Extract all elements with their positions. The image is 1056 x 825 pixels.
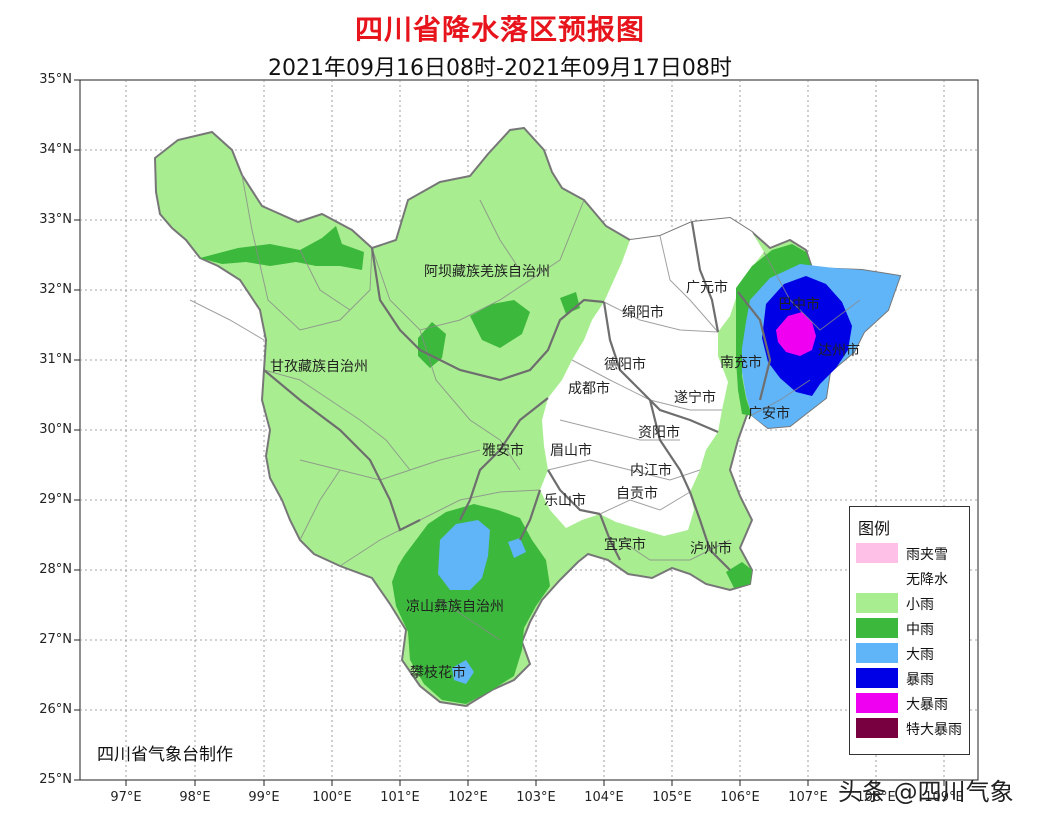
legend-label: 特大暴雨 <box>906 722 962 738</box>
y-tick-label: 30°N <box>39 422 72 437</box>
legend-label: 大暴雨 <box>906 697 948 713</box>
city-label: 德阳市 <box>604 357 646 373</box>
city-label: 资阳市 <box>638 425 680 441</box>
legend-label: 大雨 <box>906 647 934 663</box>
city-label: 达州市 <box>818 343 860 359</box>
issuer-label: 四川省气象台制作 <box>97 745 233 765</box>
legend-title: 图例 <box>858 519 891 538</box>
city-label: 内江市 <box>630 463 672 479</box>
y-tick-label: 25°N <box>39 772 72 787</box>
region-label-ganzi: 甘孜藏族自治州 <box>270 359 368 375</box>
legend-swatch <box>856 668 898 688</box>
legend-item: 特大暴雨 <box>856 716 968 738</box>
city-label: 绵阳市 <box>622 305 664 321</box>
y-tick-label: 27°N <box>39 632 72 647</box>
legend-label: 雨夹雪 <box>906 547 948 563</box>
legend-swatch <box>856 568 898 588</box>
y-tick-label: 29°N <box>39 492 72 507</box>
legend-item: 小雨 <box>856 591 968 613</box>
city-label: 眉山市 <box>550 443 592 459</box>
legend-swatch <box>856 593 898 613</box>
map-subtitle: 2021年09月16日08时-2021年09月17日08时 <box>268 56 732 81</box>
map-title: 四川省降水落区预报图 <box>354 13 645 46</box>
moderate-rain-areas <box>200 226 812 704</box>
city-label: 自贡市 <box>616 486 658 502</box>
legend-swatch <box>856 693 898 713</box>
x-tick-label: 105°E <box>652 790 692 805</box>
legend-item: 暴雨 <box>856 666 968 688</box>
region-label-liangshan: 凉山彝族自治州 <box>406 599 504 615</box>
legend-label: 无降水 <box>906 572 948 588</box>
x-tick-label: 102°E <box>448 790 488 805</box>
x-tick-label: 106°E <box>720 790 760 805</box>
x-tick-label: 107°E <box>788 790 828 805</box>
city-label: 南充市 <box>720 355 762 371</box>
county-boundaries <box>189 174 861 641</box>
legend-item: 中雨 <box>856 616 968 638</box>
heavy-rainstorm-area <box>776 312 816 356</box>
city-label: 宜宾市 <box>604 537 646 553</box>
y-tick-label: 34°N <box>39 142 72 157</box>
city-label: 成都市 <box>568 381 610 397</box>
y-tick-label: 35°N <box>39 72 72 87</box>
city-label: 广安市 <box>748 406 790 422</box>
x-tick-label: 108°E <box>856 790 896 805</box>
y-tick-label: 32°N <box>39 282 72 297</box>
city-label: 乐山市 <box>544 493 586 509</box>
x-tick-label: 100°E <box>312 790 352 805</box>
legend-item: 无降水 <box>856 566 968 588</box>
legend-label: 中雨 <box>906 622 934 638</box>
legend-item: 雨夹雪 <box>856 541 968 563</box>
city-label: 雅安市 <box>482 443 524 459</box>
city-label: 泸州市 <box>690 541 732 557</box>
x-tick-label: 104°E <box>584 790 624 805</box>
region-label-panzhihua: 攀枝花市 <box>410 665 466 681</box>
legend-label: 小雨 <box>906 597 934 613</box>
city-label: 广元市 <box>686 280 728 296</box>
x-tick-label: 109°E <box>924 790 964 805</box>
city-label: 遂宁市 <box>674 390 716 406</box>
y-tick-label: 33°N <box>39 212 72 227</box>
x-tick-label: 103°E <box>516 790 556 805</box>
no-rain-basin <box>540 218 764 536</box>
legend: 图例 雨夹雪 无降水 小雨 中雨 大雨 暴雨 大暴雨 特大暴雨 <box>849 506 970 755</box>
region-label-aba: 阿坝藏族羌族自治州 <box>424 264 550 280</box>
city-label: 巴中市 <box>778 297 820 313</box>
legend-swatch <box>856 618 898 638</box>
legend-swatch <box>856 543 898 563</box>
legend-item: 大暴雨 <box>856 691 968 713</box>
y-tick-label: 26°N <box>39 702 72 717</box>
legend-swatch <box>856 643 898 663</box>
y-tick-label: 28°N <box>39 562 72 577</box>
legend-item: 大雨 <box>856 641 968 663</box>
x-tick-label: 99°E <box>248 790 280 805</box>
x-tick-label: 98°E <box>179 790 211 805</box>
legend-swatch <box>856 718 898 738</box>
y-tick-label: 31°N <box>39 352 72 367</box>
x-tick-label: 101°E <box>380 790 420 805</box>
watermark: 头条 @四川气象 <box>838 778 1014 806</box>
legend-label: 暴雨 <box>906 672 934 688</box>
x-tick-label: 97°E <box>110 790 142 805</box>
prefecture-boundaries <box>263 221 772 571</box>
